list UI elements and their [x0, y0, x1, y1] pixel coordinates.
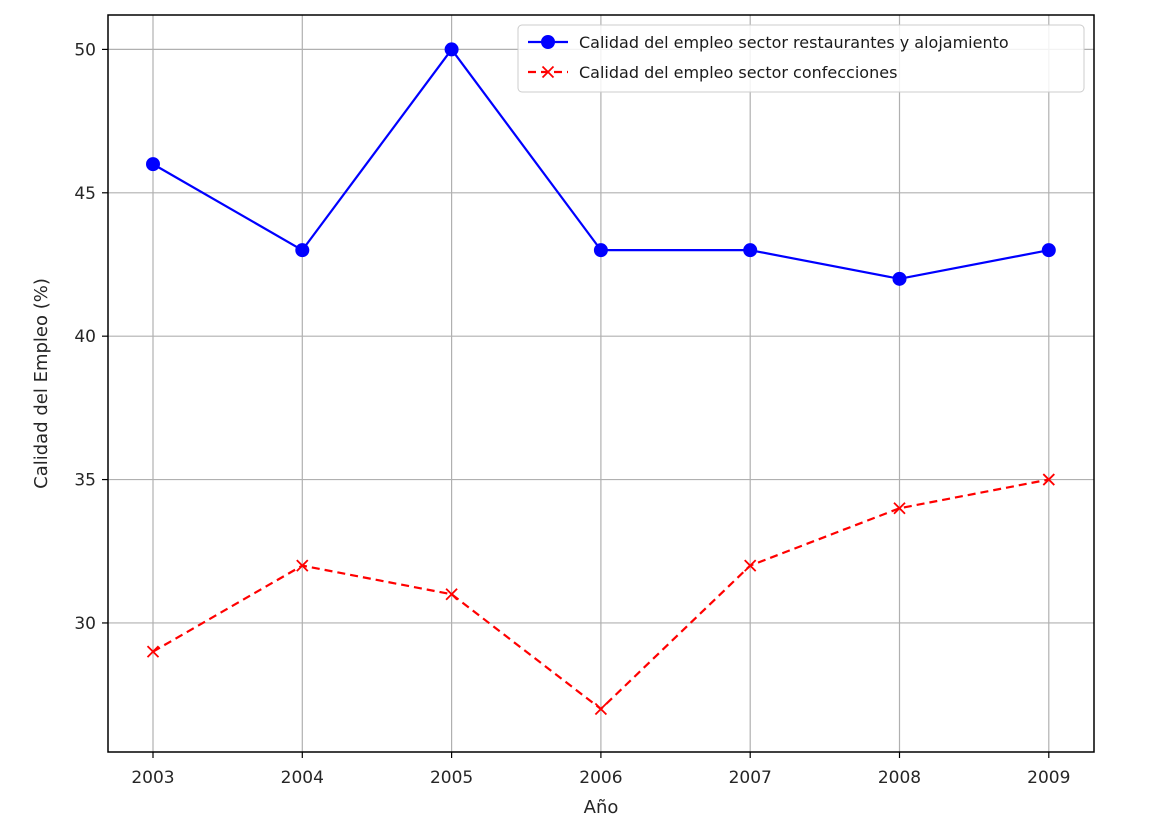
data-point — [444, 42, 459, 57]
y-axis-title: Calidad del Empleo (%) — [31, 278, 52, 489]
data-point — [146, 157, 160, 172]
x-tick-label: 2006 — [579, 768, 622, 788]
marker-stroke — [296, 559, 309, 572]
x-tick-label: 2005 — [430, 768, 473, 788]
y-tick-label: 40 — [74, 327, 96, 347]
legend-label: Calidad del empleo sector restaurantes y… — [579, 33, 1009, 52]
grid-lines — [108, 15, 1094, 752]
y-tick-label: 30 — [74, 614, 96, 634]
series-1 — [146, 42, 1056, 286]
series-2 — [146, 473, 1055, 716]
data-point — [594, 702, 608, 716]
legend-item: Calidad del empleo sector confecciones — [528, 63, 897, 82]
legend-item: Calidad del empleo sector restaurantes y… — [528, 33, 1009, 52]
data-point — [743, 243, 758, 258]
data-point — [1042, 473, 1055, 486]
marker-stroke — [146, 645, 160, 658]
legend-marker — [541, 65, 555, 79]
y-tick-label: 50 — [74, 40, 96, 60]
marker-stroke — [744, 559, 757, 572]
marker-stroke — [1042, 473, 1055, 486]
data-point — [744, 559, 757, 572]
x-tick-label: 2008 — [878, 768, 921, 788]
data-point — [445, 588, 458, 601]
x-tick-label: 2003 — [131, 768, 174, 788]
marker-stroke — [445, 588, 458, 601]
y-tick-label: 35 — [74, 471, 96, 491]
data-point — [892, 271, 907, 286]
marker-stroke — [594, 702, 608, 716]
legend-marker — [541, 35, 555, 49]
legend: Calidad del empleo sector restaurantes y… — [517, 24, 1085, 93]
legend-box — [517, 24, 1085, 93]
data-point — [893, 502, 906, 515]
marker-stroke — [541, 65, 555, 79]
y-tick-label: 45 — [74, 184, 96, 204]
legend-label: Calidad del empleo sector confecciones — [579, 63, 897, 82]
series-layer — [146, 42, 1056, 716]
data-point — [1041, 243, 1056, 258]
x-tick-label: 2004 — [281, 768, 324, 788]
axis-ticks: 2003 2004 2005 2006 2007 2008 2009 30 35 40 45 50 — [74, 40, 1070, 788]
data-point — [593, 243, 608, 258]
data-point — [295, 243, 310, 258]
data-point — [296, 559, 309, 572]
x-tick-label: 2007 — [729, 768, 772, 788]
data-point — [146, 645, 160, 658]
x-axis-title: Año — [584, 797, 619, 818]
marker-stroke — [893, 502, 906, 515]
x-tick-label: 2009 — [1027, 768, 1070, 788]
